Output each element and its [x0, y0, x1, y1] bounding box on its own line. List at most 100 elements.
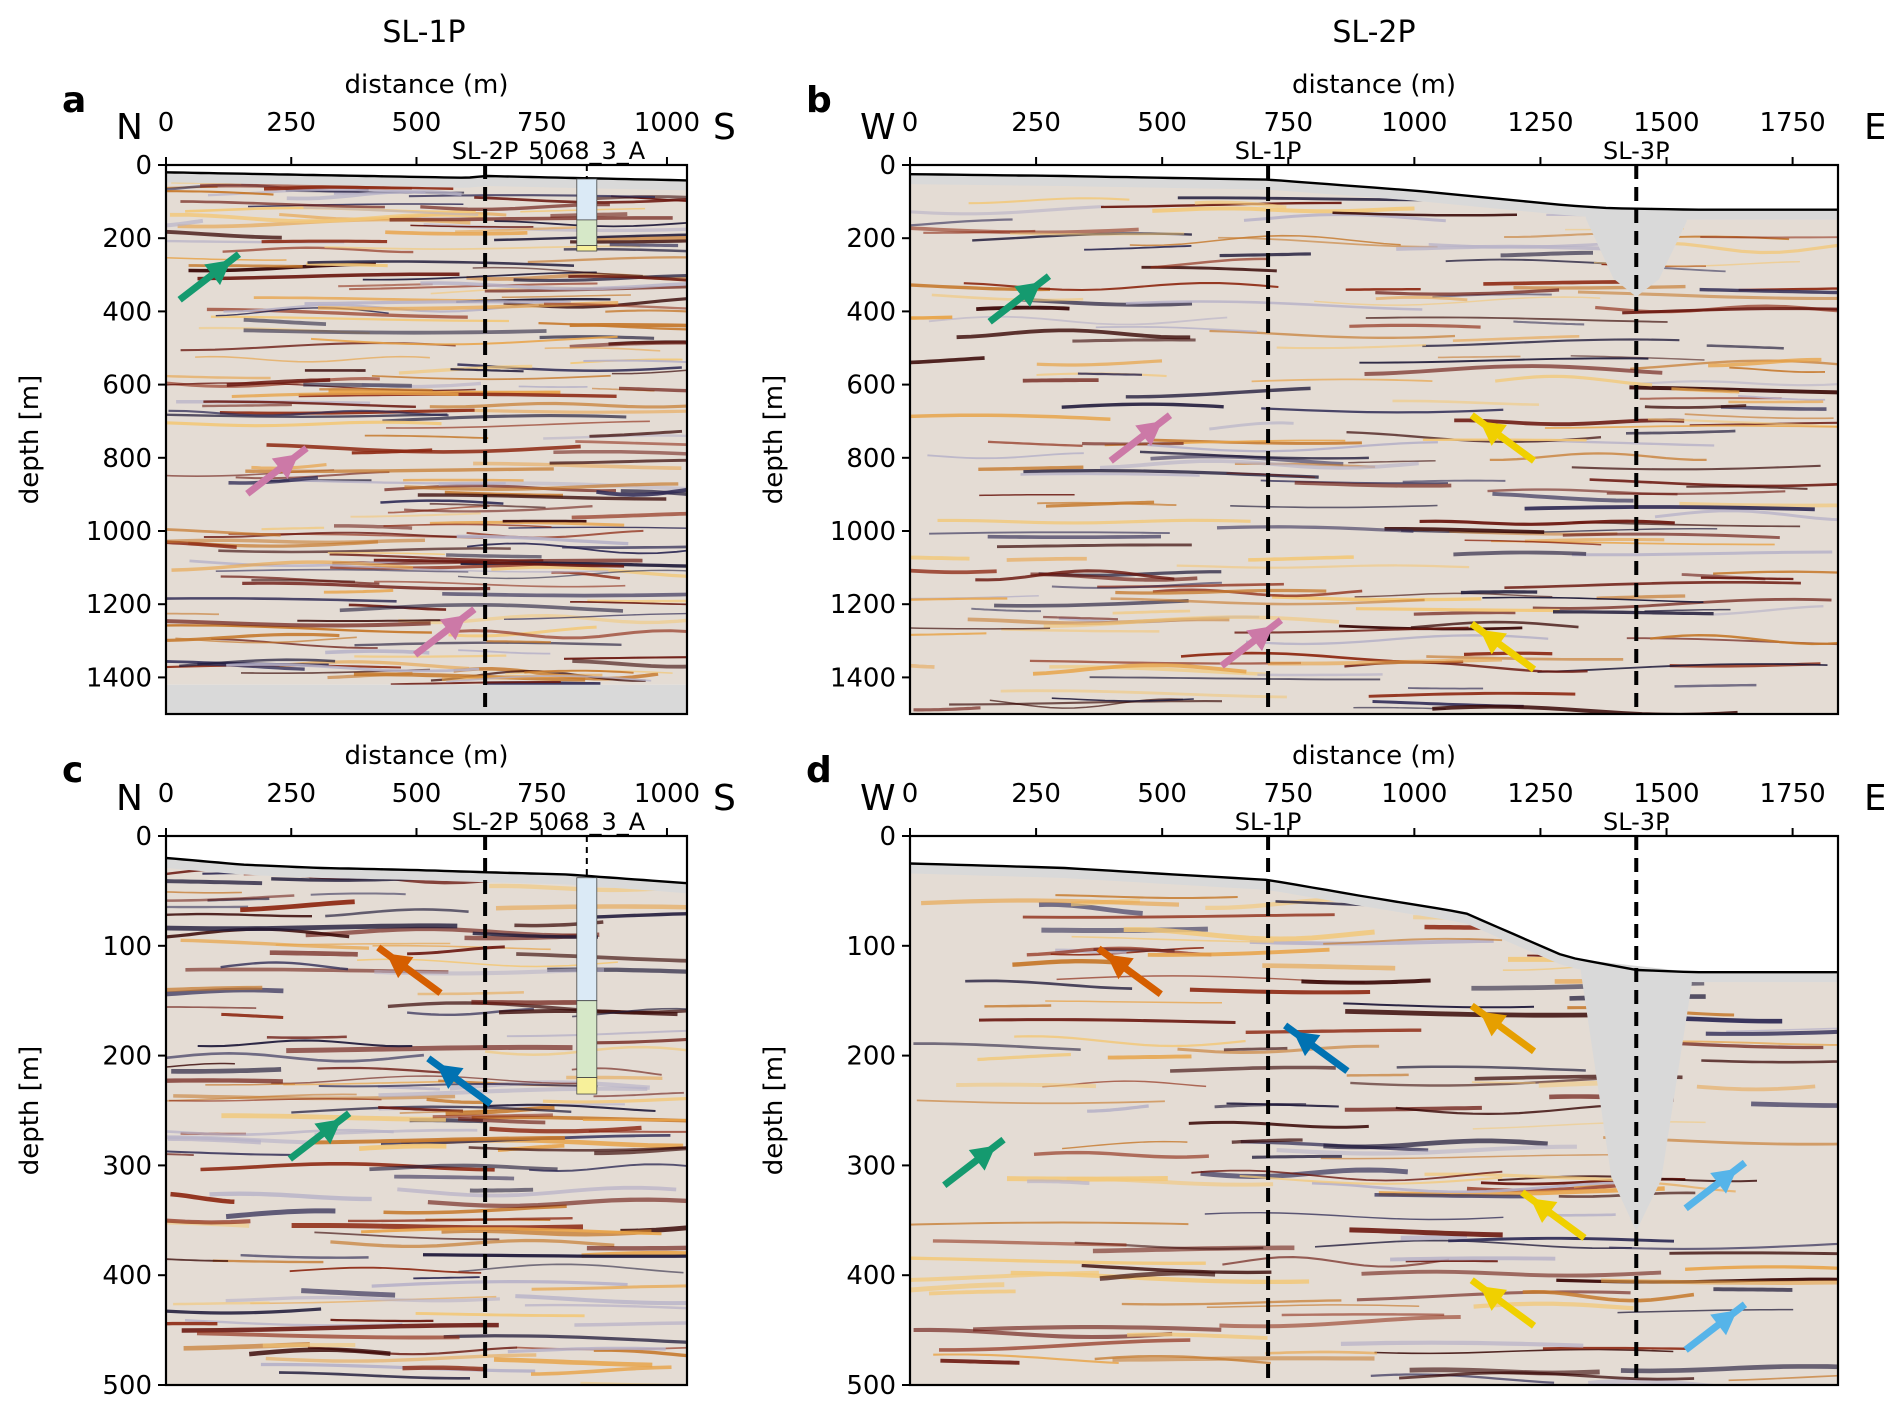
x-axis-label: distance (m) [344, 741, 508, 771]
water-strip [910, 863, 1838, 983]
y-tick-label: 200 [102, 224, 152, 254]
y-axis-label: depth [m] [759, 1046, 789, 1176]
axes-frame [908, 834, 1840, 1387]
x-tick-label: 500 [392, 779, 442, 809]
x-tick-label: 0 [902, 108, 919, 138]
x-tick-label: 1250 [1507, 779, 1573, 809]
compass-right: S [713, 778, 736, 819]
x-tick-label: 250 [1011, 108, 1061, 138]
seismic-image [910, 165, 1838, 714]
water-strip [166, 172, 687, 191]
panel-a: SL-2P 5068_3_A 0 250 500 750 1000 0 200 400 600 800… [15, 70, 736, 716]
borehole-segment [576, 178, 598, 221]
y-tick-label: 400 [102, 1261, 152, 1291]
y-tick-label: 1400 [830, 663, 896, 693]
y-tick-label: 200 [102, 1042, 152, 1072]
marker-label: SL-1P [1235, 137, 1302, 165]
compass-left: N [116, 107, 143, 148]
annotation-arrow [987, 273, 1052, 325]
x-tick-label: 0 [902, 779, 919, 809]
annotation-arrow [1219, 617, 1284, 669]
y-tick-label: 500 [102, 1371, 152, 1401]
seafloor-line [910, 862, 1838, 974]
x-tick-label: 500 [1137, 779, 1187, 809]
y-tick-label: 100 [846, 932, 896, 962]
x-tick-label: 500 [392, 108, 442, 138]
x-axis-label: distance (m) [1292, 741, 1456, 771]
y-tick-label: 1000 [86, 517, 152, 547]
reflectors [910, 165, 1838, 714]
annotation-arrow [287, 1110, 352, 1162]
marker-label: 5068_3_A [528, 137, 645, 165]
x-tick-label: 1000 [1381, 108, 1447, 138]
compass-right: S [713, 107, 736, 148]
y-tick-label: 1400 [86, 663, 152, 693]
column-title-left: SL-1P [382, 15, 465, 50]
seismic-image [910, 836, 1838, 1385]
y-axis-label: depth [m] [15, 1046, 45, 1176]
marker-label: SL-1P [1235, 808, 1302, 836]
x-tick-label: 0 [158, 108, 175, 138]
x-tick-label: 1750 [1760, 779, 1826, 809]
annotation-arrow [1469, 1277, 1537, 1329]
x-tick-label: 1500 [1633, 108, 1699, 138]
panels: SL-2P 5068_3_A0 250 500 750 10000200400600800… [15, 70, 1884, 1401]
compass-left: W [860, 107, 896, 148]
y-tick-label: 300 [846, 1151, 896, 1181]
seafloor-line [166, 171, 687, 182]
borehole-segment [576, 245, 598, 252]
marker-label: SL-3P [1603, 808, 1670, 836]
annotation-arrow [177, 251, 242, 303]
marker-label: SL-2P [452, 137, 519, 165]
y-tick-label: 1200 [830, 590, 896, 620]
compass-left: W [860, 778, 896, 819]
y-axis-label: depth [m] [759, 375, 789, 505]
marker-label: SL-2P [452, 808, 519, 836]
annotation-arrow [1469, 412, 1537, 464]
panel-c: SL-2P 5068_3_A 0 250 500 750 1000 0 100 200 300 400… [15, 741, 736, 1401]
seafloor-line [910, 173, 1838, 211]
y-tick-label: 500 [846, 1371, 896, 1401]
x-tick-label: 1000 [634, 779, 700, 809]
x-axis-label: distance (m) [1292, 70, 1456, 100]
y-tick-label: 0 [135, 822, 152, 852]
y-tick-label: 200 [846, 224, 896, 254]
compass-right: E [1864, 778, 1884, 819]
y-tick-label: 1000 [830, 517, 896, 547]
y-tick-label: 800 [102, 444, 152, 474]
y-tick-label: 0 [135, 151, 152, 181]
annotation-arrow [376, 944, 443, 996]
arrows [177, 251, 477, 658]
axes-frame [164, 834, 689, 1387]
data-gap [1585, 206, 1687, 297]
annotation-arrow [245, 445, 309, 497]
y-axis-label: depth [m] [15, 375, 45, 505]
axes-frame [164, 163, 689, 716]
y-tick-label: 0 [879, 151, 896, 181]
x-tick-label: 250 [266, 108, 316, 138]
panel-letter: d [806, 750, 832, 791]
reflectors [166, 165, 687, 687]
annotation-arrow [1683, 1159, 1748, 1212]
borehole-segment [576, 1000, 598, 1078]
x-tick-label: 1000 [634, 108, 700, 138]
y-tick-label: 300 [102, 1151, 152, 1181]
annotation-arrow [942, 1136, 1006, 1189]
arrows [987, 273, 1537, 673]
x-tick-label: 500 [1137, 108, 1187, 138]
arrows [942, 945, 1748, 1353]
marker-label: SL-3P [1603, 137, 1670, 165]
x-tick-label: 1250 [1507, 108, 1573, 138]
annotation-arrow [1683, 1301, 1748, 1353]
x-tick-label: 250 [266, 779, 316, 809]
above-surface [166, 836, 687, 884]
y-tick-label: 200 [846, 1042, 896, 1072]
no-data-area [166, 684, 687, 714]
borehole-segment [576, 219, 598, 246]
data-gap [1580, 959, 1692, 1232]
annotation-arrow [1108, 412, 1173, 464]
x-tick-label: 1750 [1760, 108, 1826, 138]
y-tick-label: 400 [846, 297, 896, 327]
x-tick-label: 750 [517, 108, 567, 138]
